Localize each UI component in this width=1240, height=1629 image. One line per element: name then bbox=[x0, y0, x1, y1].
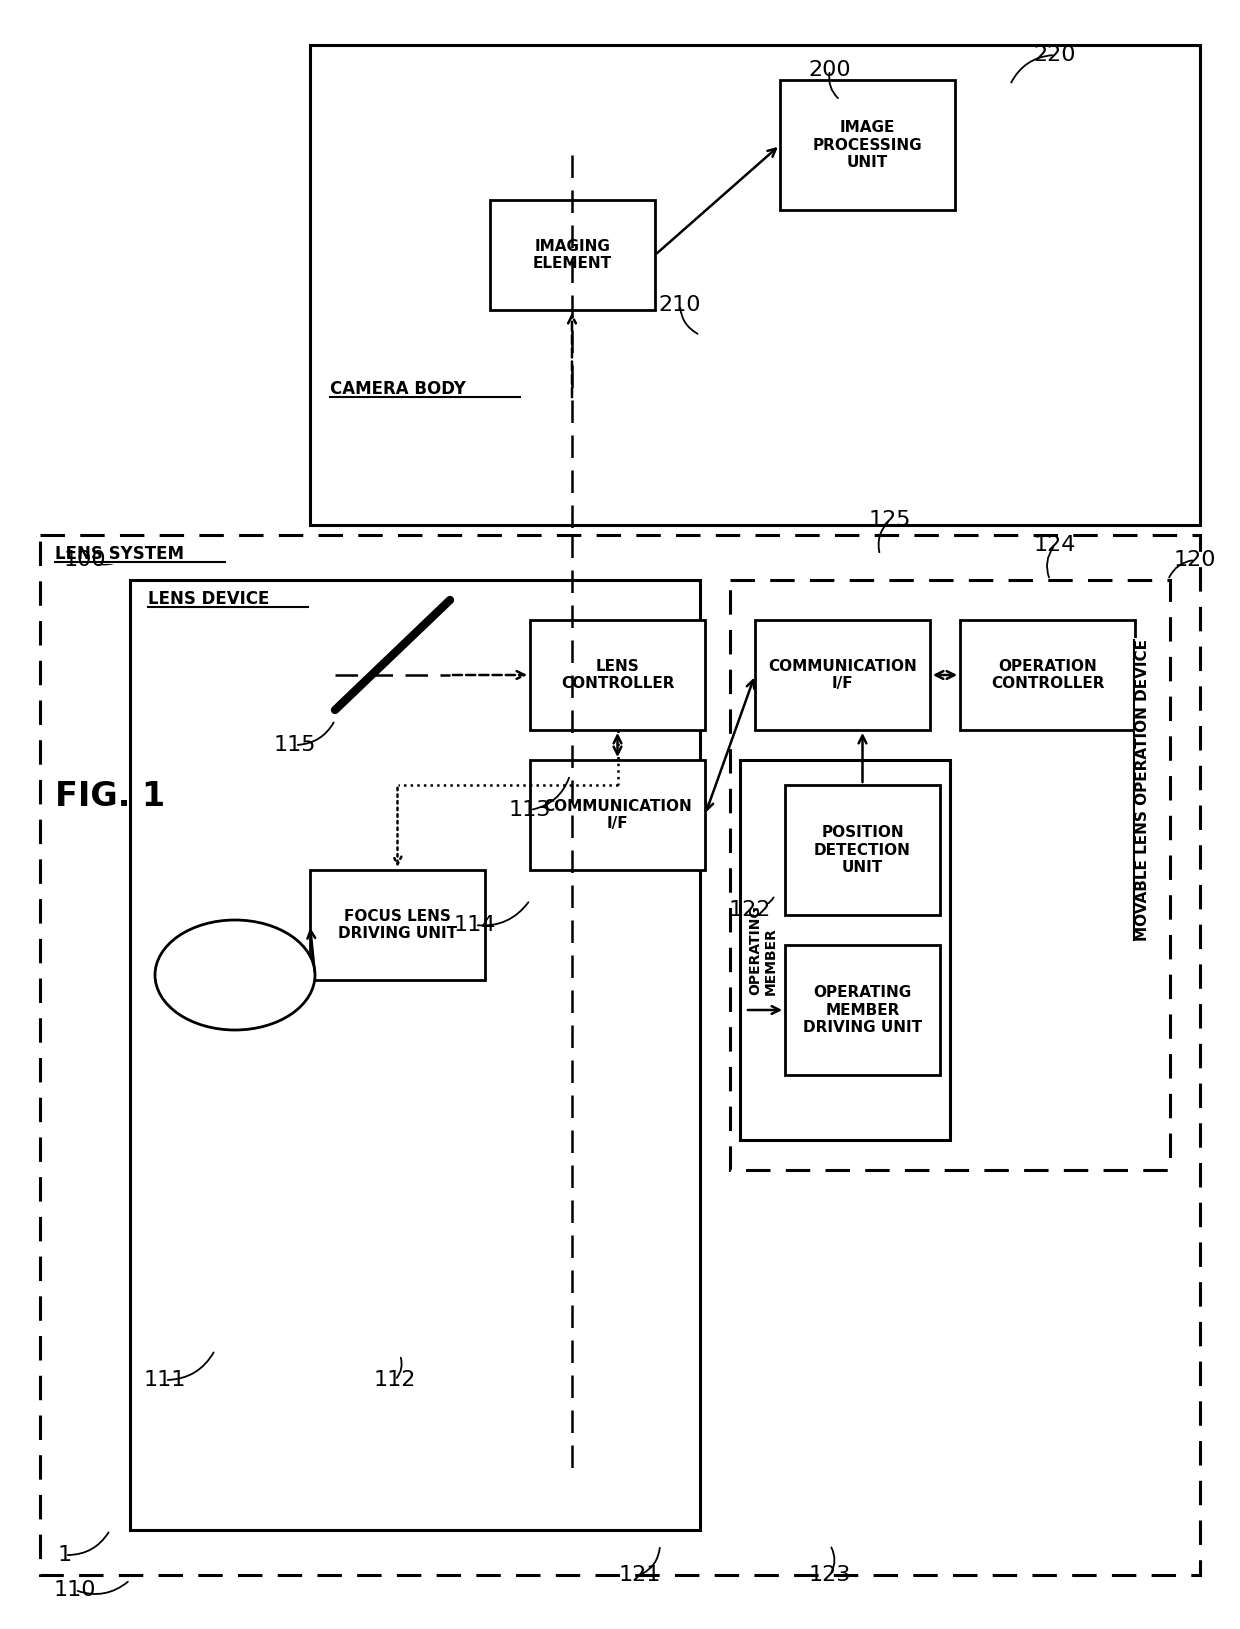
Text: 123: 123 bbox=[808, 1565, 851, 1585]
Bar bbox=[755, 621, 930, 730]
Text: FOCUS LENS
DRIVING UNIT: FOCUS LENS DRIVING UNIT bbox=[339, 909, 458, 942]
Text: OPERATION
CONTROLLER: OPERATION CONTROLLER bbox=[991, 658, 1105, 691]
Text: COMMUNICATION
I/F: COMMUNICATION I/F bbox=[543, 798, 692, 831]
Text: LENS SYSTEM: LENS SYSTEM bbox=[55, 546, 184, 564]
Text: MOVABLE LENS OPERATION DEVICE: MOVABLE LENS OPERATION DEVICE bbox=[1135, 639, 1149, 942]
Text: 111: 111 bbox=[144, 1370, 186, 1390]
Text: 112: 112 bbox=[373, 1370, 417, 1390]
Text: 100: 100 bbox=[63, 551, 107, 570]
Bar bbox=[310, 870, 485, 981]
Bar bbox=[740, 761, 950, 1140]
Text: COMMUNICATION
I/F: COMMUNICATION I/F bbox=[768, 658, 916, 691]
Bar bbox=[529, 621, 706, 730]
Text: FIG. 1: FIG. 1 bbox=[55, 780, 165, 813]
Text: 113: 113 bbox=[508, 800, 552, 819]
Text: 210: 210 bbox=[658, 295, 702, 314]
Bar bbox=[785, 945, 940, 1075]
Bar bbox=[730, 580, 1171, 1170]
Bar bbox=[310, 46, 1200, 525]
Ellipse shape bbox=[155, 920, 315, 1030]
Text: LENS DEVICE: LENS DEVICE bbox=[148, 590, 269, 608]
Text: OPERATING
MEMBER: OPERATING MEMBER bbox=[748, 906, 779, 995]
Text: OPERATING
MEMBER
DRIVING UNIT: OPERATING MEMBER DRIVING UNIT bbox=[804, 986, 923, 1034]
Bar bbox=[785, 785, 940, 915]
Text: CAMERA BODY: CAMERA BODY bbox=[330, 380, 466, 397]
Text: 220: 220 bbox=[1034, 46, 1076, 65]
Text: POSITION
DETECTION
UNIT: POSITION DETECTION UNIT bbox=[815, 826, 911, 875]
Text: 114: 114 bbox=[454, 915, 496, 935]
Text: 200: 200 bbox=[808, 60, 852, 80]
Text: IMAGING
ELEMENT: IMAGING ELEMENT bbox=[533, 239, 613, 270]
Bar bbox=[780, 80, 955, 210]
Text: 110: 110 bbox=[53, 1580, 97, 1600]
Text: 121: 121 bbox=[619, 1565, 661, 1585]
Bar bbox=[130, 580, 701, 1530]
Text: 124: 124 bbox=[1034, 534, 1076, 555]
Bar bbox=[960, 621, 1135, 730]
Text: 1: 1 bbox=[58, 1544, 72, 1565]
Bar bbox=[529, 761, 706, 870]
Bar bbox=[40, 534, 1200, 1575]
Text: 122: 122 bbox=[729, 899, 771, 920]
Text: IMAGE
PROCESSING
UNIT: IMAGE PROCESSING UNIT bbox=[812, 121, 923, 169]
Bar bbox=[490, 200, 655, 310]
Text: 125: 125 bbox=[869, 510, 911, 529]
Text: 115: 115 bbox=[274, 735, 316, 754]
Text: LENS
CONTROLLER: LENS CONTROLLER bbox=[560, 658, 675, 691]
Text: 120: 120 bbox=[1174, 551, 1216, 570]
